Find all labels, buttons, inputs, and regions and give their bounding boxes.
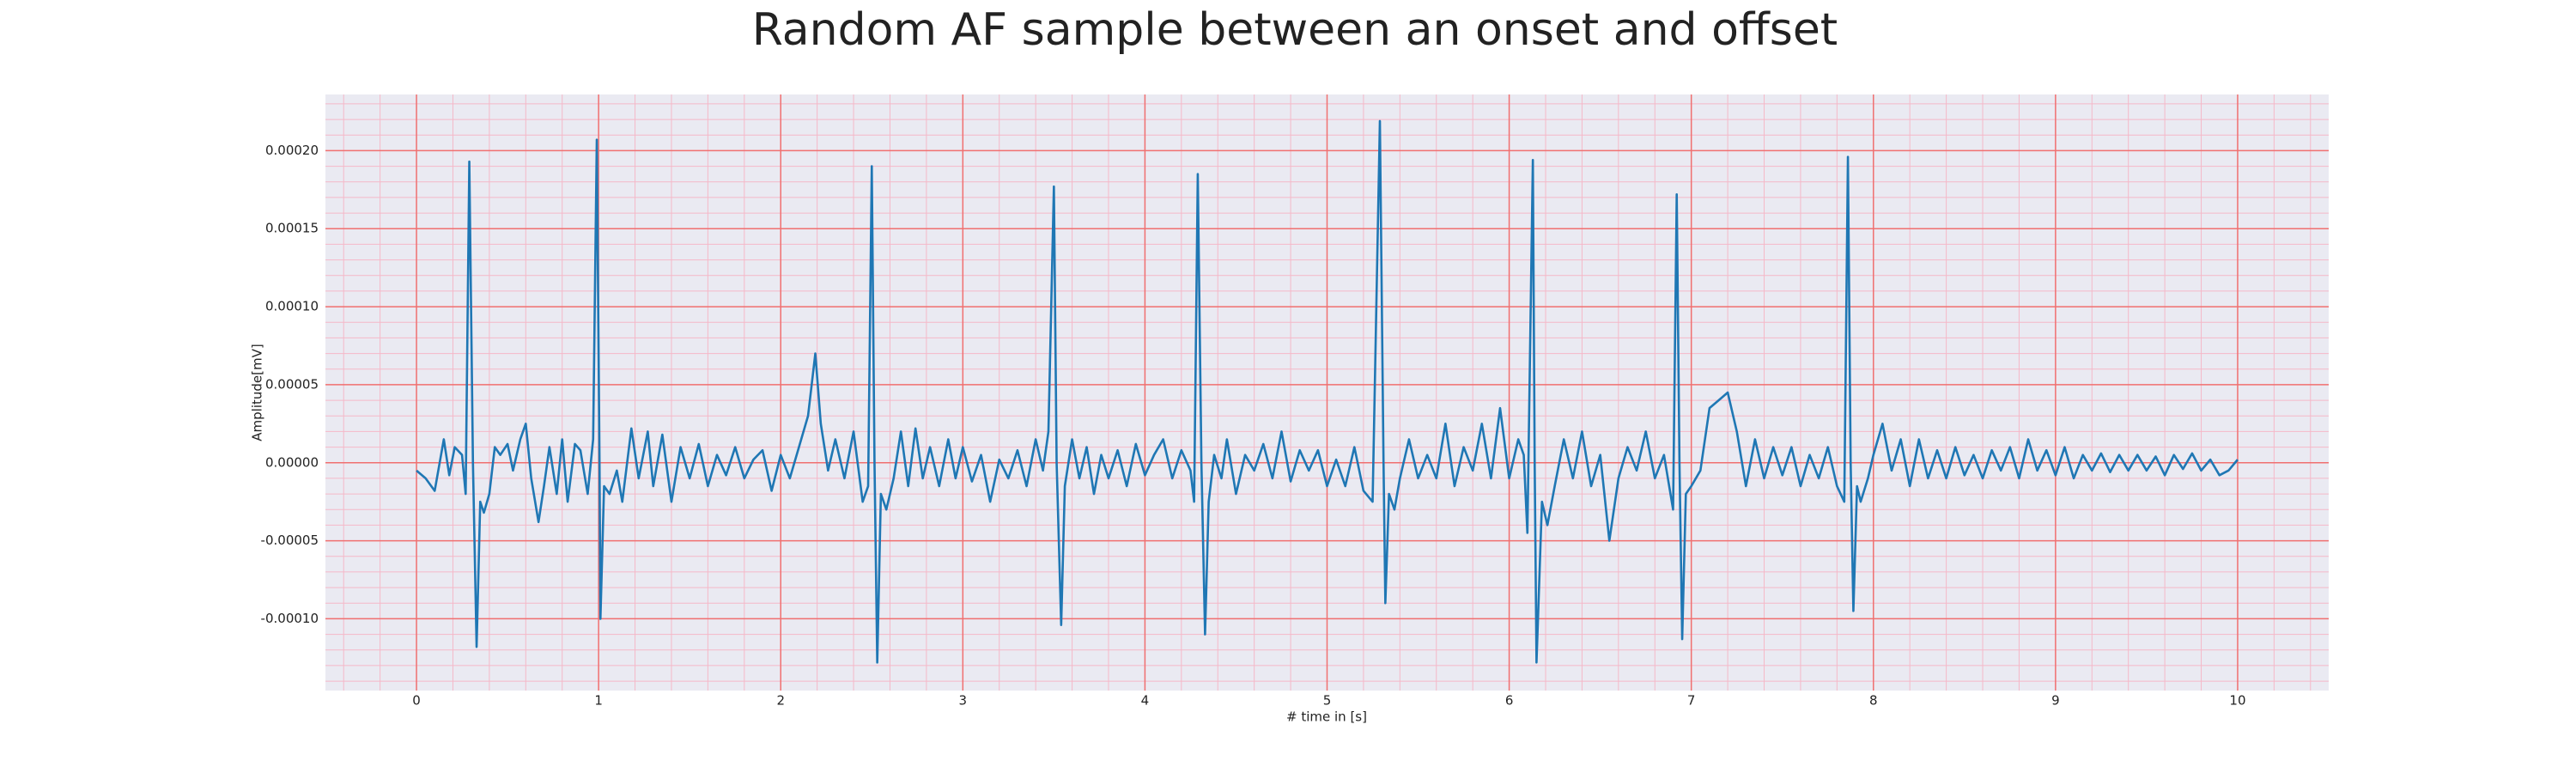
- y-tick-label: 0.00010: [265, 299, 319, 314]
- x-tick-label: 10: [2229, 693, 2245, 709]
- y-tick-label: -0.00010: [261, 611, 319, 626]
- x-tick-label: 3: [959, 693, 968, 709]
- y-axis-label: Amplitude[mV]: [250, 344, 265, 441]
- x-tick-label: 7: [1687, 693, 1696, 709]
- x-tick-label: 6: [1505, 693, 1514, 709]
- y-tick-label: 0.00020: [265, 143, 319, 158]
- signal-line: [416, 119, 2239, 664]
- y-tick-label: 0.00005: [265, 376, 319, 392]
- x-tick-label: 2: [776, 693, 785, 709]
- y-tick-label: 0.00015: [265, 221, 319, 236]
- x-tick-label: 1: [594, 693, 603, 709]
- y-tick-label: 0.00000: [265, 454, 319, 470]
- x-tick-label: 5: [1323, 693, 1332, 709]
- x-axis-label: # time in [s]: [1286, 709, 1367, 725]
- x-tick-label: 4: [1141, 693, 1150, 709]
- x-tick-label: 0: [412, 693, 421, 709]
- x-tick-label: 9: [2051, 693, 2060, 709]
- grid: [325, 94, 2329, 691]
- y-tick-label: -0.00005: [261, 533, 319, 548]
- x-tick-label: 8: [1869, 693, 1878, 709]
- chart-title: Random AF sample between an onset and of…: [752, 4, 1838, 56]
